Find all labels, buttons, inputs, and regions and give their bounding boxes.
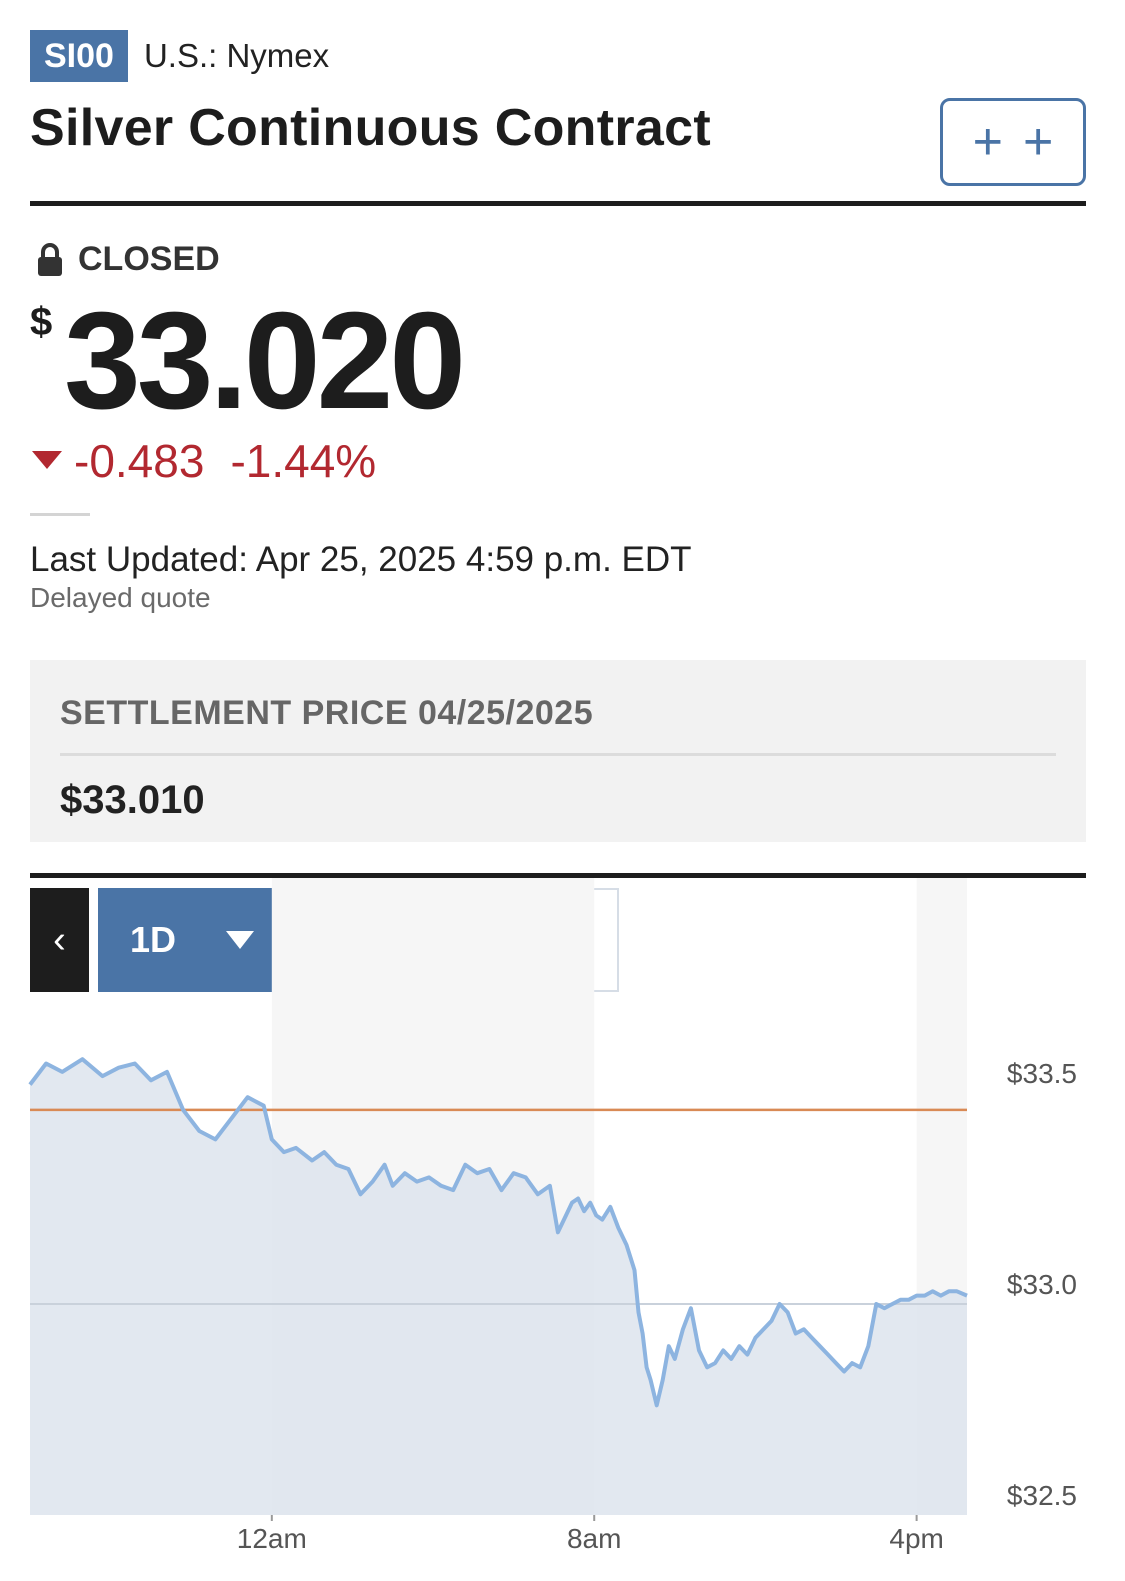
down-arrow-icon	[32, 451, 62, 469]
exchange-label: U.S.: Nymex	[143, 37, 330, 74]
x-tick-label: 4pm	[889, 1523, 943, 1554]
price-area	[30, 1059, 967, 1515]
range-label: 1D	[130, 919, 177, 960]
y-tick-label: $33.5	[1007, 1058, 1077, 1089]
chart-back-button[interactable]: ‹	[30, 888, 89, 992]
divider	[30, 201, 1086, 206]
last-price: 33.020	[64, 284, 466, 438]
settlement-panel: SETTLEMENT PRICE 04/25/2025 $33.010	[30, 660, 1086, 842]
chevron-left-icon: ‹	[53, 918, 66, 961]
x-tick-label: 12am	[237, 1523, 307, 1554]
plus-icon: +	[1023, 113, 1054, 171]
settlement-value: $33.010	[60, 778, 205, 822]
delayed-note: Delayed quote	[30, 582, 211, 613]
caret-down-icon	[226, 931, 254, 949]
page-title: Silver Continuous Contract	[30, 99, 711, 157]
ticker-badge[interactable]: SI00	[30, 30, 128, 82]
header-row: SI00 U.S.: Nymex	[30, 30, 329, 82]
currency-symbol: $	[30, 300, 53, 344]
lock-icon	[38, 242, 62, 276]
change-percent: -1.44%	[230, 435, 377, 487]
settlement-label: SETTLEMENT PRICE 04/25/2025	[60, 694, 594, 732]
divider	[30, 873, 1086, 878]
divider	[30, 513, 90, 516]
add-to-watchlist-button[interactable]: + +	[940, 98, 1086, 186]
market-status: CLOSED	[36, 240, 220, 279]
x-tick-label: 8am	[567, 1523, 621, 1554]
y-tick-label: $33.0	[1007, 1269, 1077, 1300]
divider	[60, 753, 1056, 756]
change-value: -0.483	[74, 435, 205, 487]
last-updated: Last Updated: Apr 25, 2025 4:59 p.m. EDT	[30, 540, 692, 579]
y-tick-label: $32.5	[1007, 1480, 1077, 1511]
range-select-button[interactable]: 1D	[98, 888, 285, 992]
status-label: CLOSED	[78, 240, 220, 278]
plus-icon: +	[972, 113, 1003, 171]
price-chart[interactable]: $33.5 $33.0 $32.5 12am 8am 4pm	[0, 878, 1125, 1578]
price-change: -0.483 -1.44%	[32, 434, 376, 488]
price-line	[28, 1057, 968, 1408]
